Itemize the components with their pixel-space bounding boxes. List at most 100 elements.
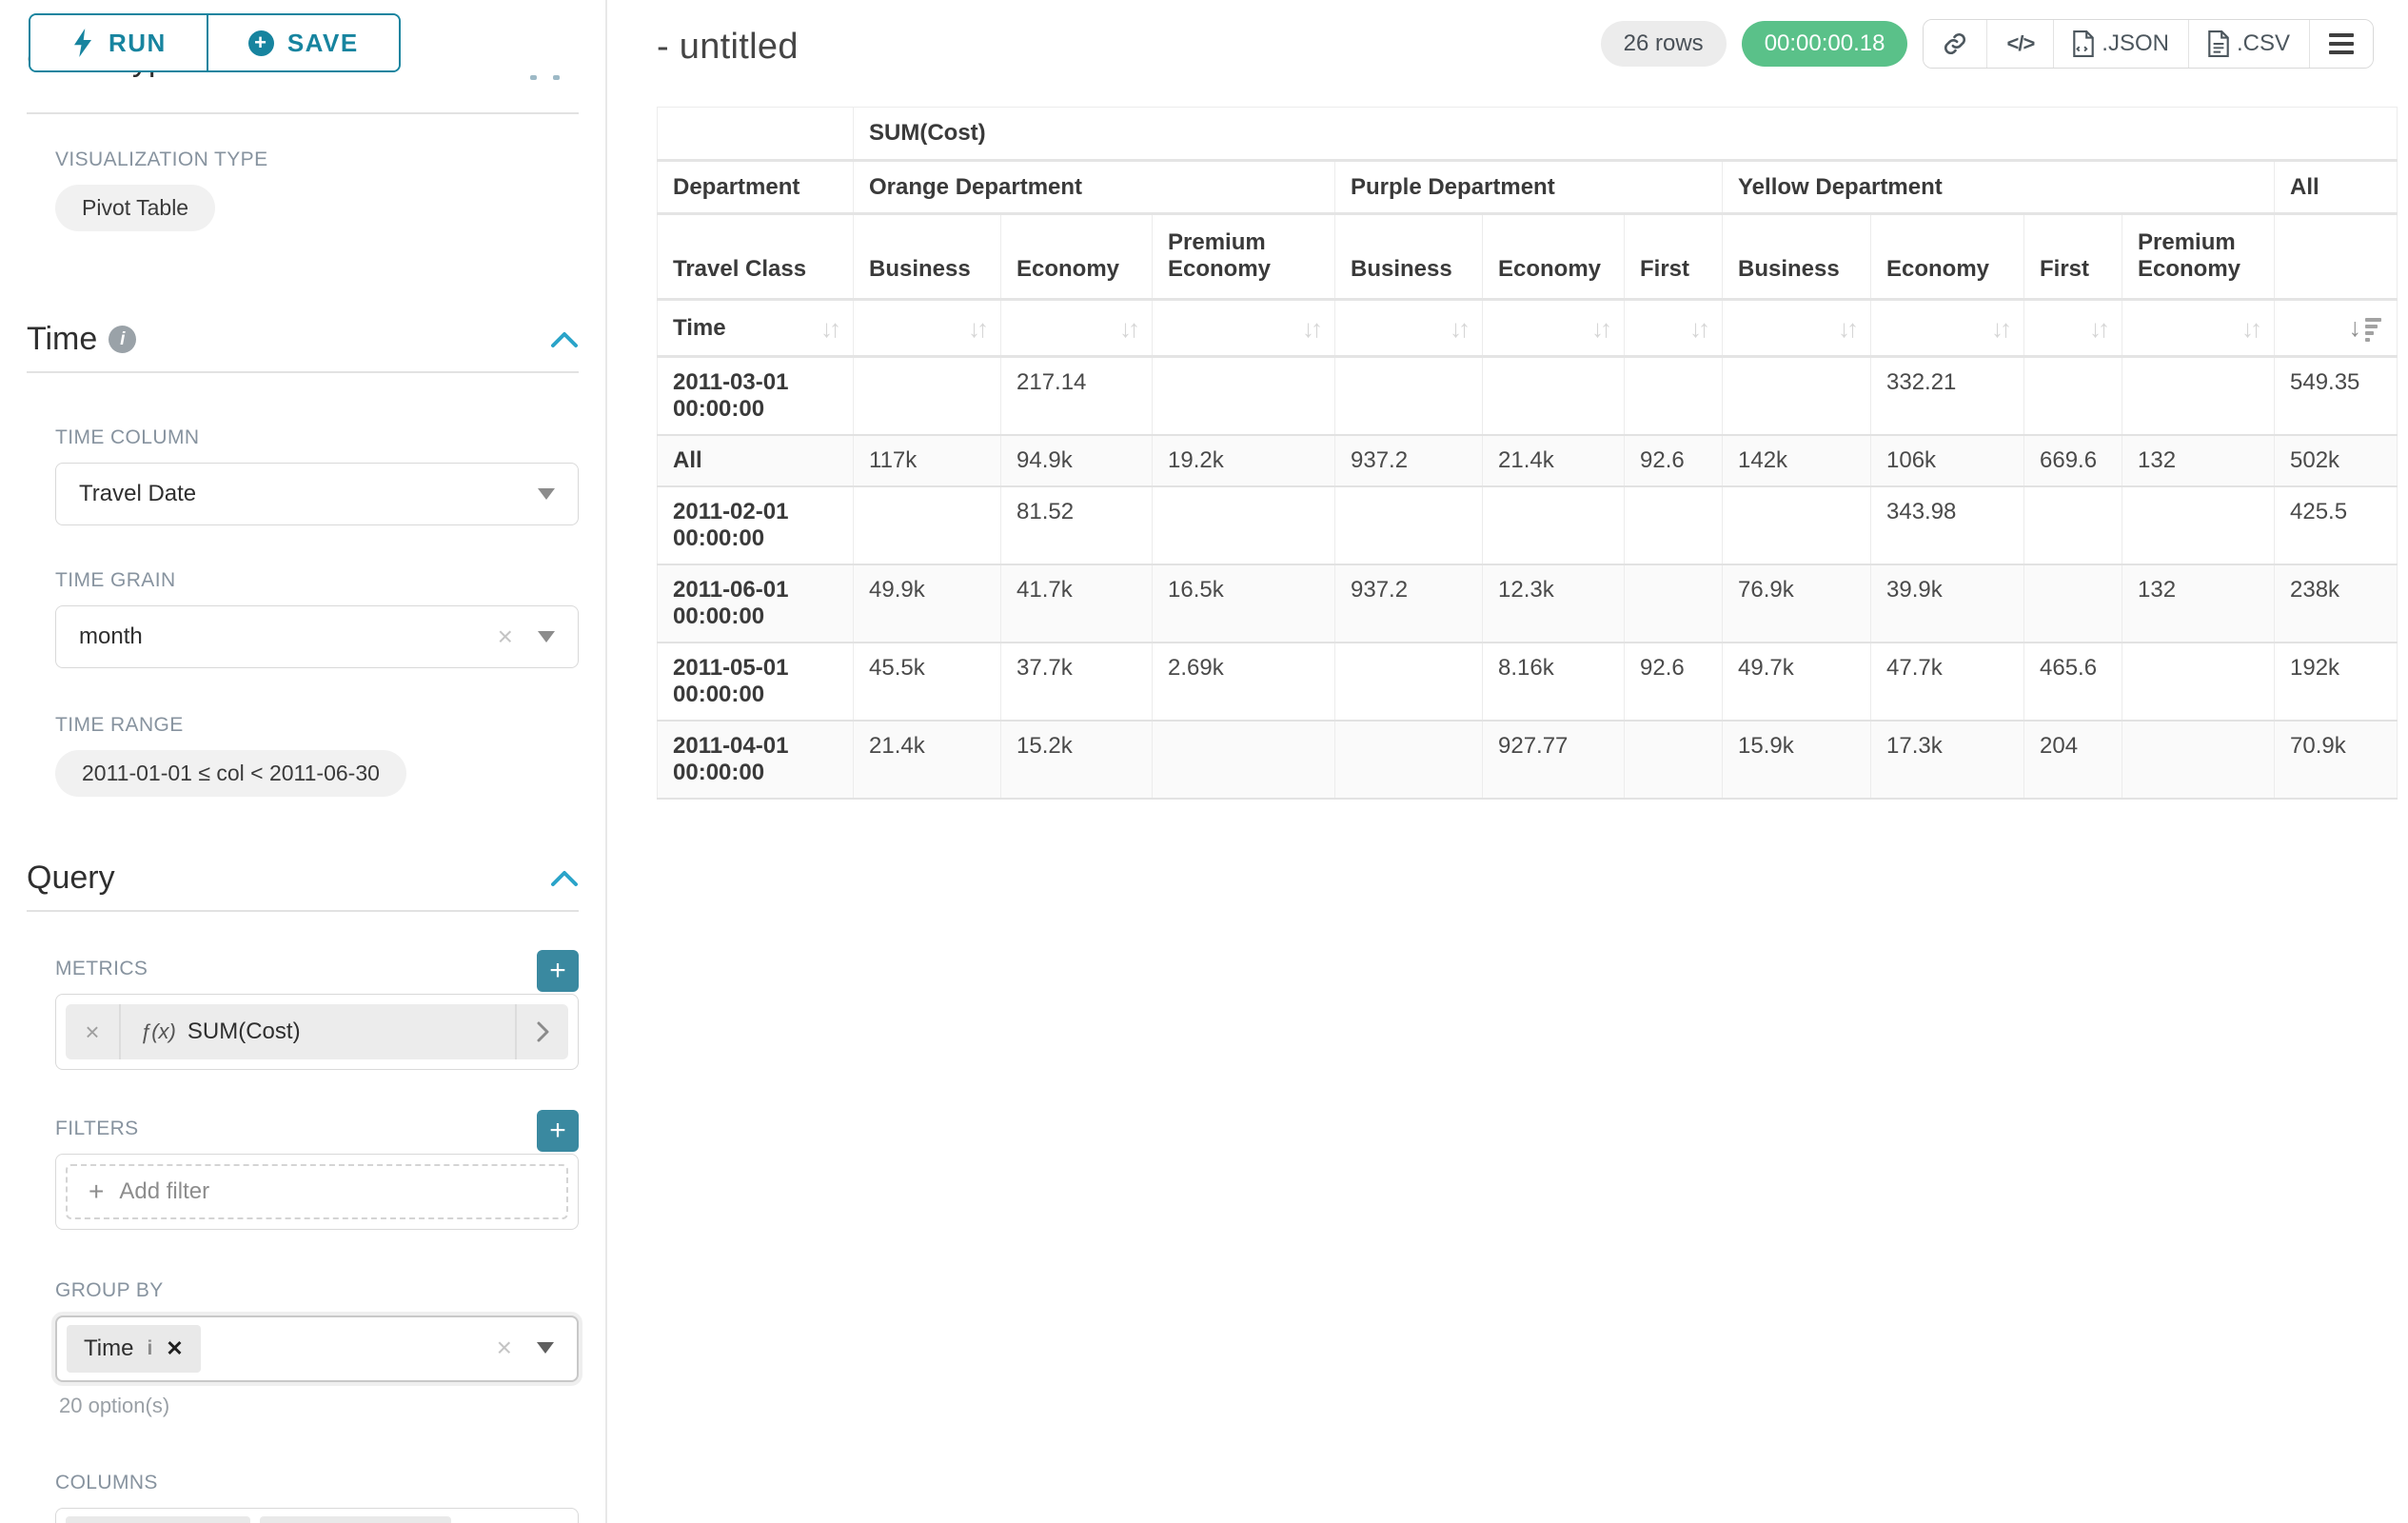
sort-desc-icon[interactable]: ↓ (2349, 315, 2382, 342)
travel-class-header: First (1625, 214, 1723, 300)
add-filter-dropzone[interactable]: + Add filter (66, 1164, 568, 1219)
value-cell (1153, 486, 1335, 564)
sort-icon[interactable]: ↓↑ (1838, 316, 1855, 341)
time-column-select[interactable]: Travel Date (55, 463, 579, 525)
sortable-column-header[interactable]: ↓↑ (1625, 300, 1723, 357)
value-cell: 92.6 (1625, 435, 1723, 486)
value-cell (854, 486, 1001, 564)
remove-tag-icon[interactable]: ✕ (166, 1336, 183, 1361)
hamburger-icon (2329, 33, 2354, 54)
sort-icon[interactable]: ↓↑ (1991, 316, 2008, 341)
sortable-column-header[interactable]: ↓↑ (1723, 300, 1871, 357)
value-cell (1625, 486, 1723, 564)
sortable-column-header[interactable]: ↓↑ (2024, 300, 2122, 357)
json-file-icon (2073, 30, 2094, 57)
share-link-button[interactable] (1924, 20, 1986, 68)
remove-metric-icon[interactable]: × (66, 1004, 121, 1059)
lightning-icon (70, 29, 95, 57)
run-button[interactable]: RUN (30, 15, 207, 70)
row-header: 2011-05-01 00:00:00 (658, 643, 854, 721)
value-cell: 16.5k (1153, 564, 1335, 643)
sortable-column-header[interactable]: ↓↑ (2122, 300, 2275, 357)
sort-icon[interactable]: ↓↑ (2089, 316, 2106, 341)
export-csv-button[interactable]: .CSV (2188, 20, 2309, 68)
value-cell: 142k (1723, 435, 1871, 486)
time-grain-label: TIME GRAIN (55, 569, 579, 592)
expand-metric-icon[interactable] (515, 1004, 568, 1059)
clear-icon[interactable]: × (498, 623, 513, 650)
group-by-select[interactable]: Timei✕ × (55, 1315, 579, 1382)
visualization-type-label: VISUALIZATION TYPE (55, 148, 579, 171)
field-tag[interactable]: Travel Class✕ (260, 1516, 451, 1523)
filters-label: FILTERS (55, 1118, 139, 1140)
sort-icon[interactable]: ↓↑ (820, 316, 838, 341)
travel-class-header: First (2024, 214, 2122, 300)
value-cell (1723, 486, 1871, 564)
sortable-column-header[interactable]: ↓ (2275, 300, 2398, 357)
view-query-button[interactable]: </> (1986, 20, 2053, 68)
field-tag[interactable]: Department✕ (66, 1516, 250, 1523)
sort-icon[interactable]: ↓↑ (1450, 316, 1467, 341)
value-cell (2024, 357, 2122, 436)
metrics-label: METRICS (55, 958, 148, 980)
clear-icon[interactable]: × (497, 1335, 512, 1361)
sort-icon[interactable]: ↓↑ (1302, 316, 1319, 341)
field-tag[interactable]: Timei✕ (67, 1325, 201, 1373)
travel-class-header: Economy (1871, 214, 2024, 300)
value-cell: 19.2k (1153, 435, 1335, 486)
value-cell: 2.69k (1153, 643, 1335, 721)
value-cell: 549.35 (2275, 357, 2398, 436)
table-row: 2011-06-01 00:00:0049.9k41.7k16.5k937.21… (658, 564, 2398, 643)
value-cell: 37.7k (1001, 643, 1153, 721)
value-cell: 17.3k (1871, 721, 2024, 799)
sort-icon[interactable]: ↓↑ (1689, 316, 1707, 341)
chart-title[interactable]: - untitled (657, 19, 799, 68)
export-json-button[interactable]: .JSON (2053, 20, 2188, 68)
value-cell: 132 (2122, 564, 2275, 643)
sort-icon[interactable]: ↓↑ (1119, 316, 1136, 341)
travel-class-header: Premium Economy (2122, 214, 2275, 300)
save-button[interactable]: + SAVE (207, 15, 399, 70)
sort-icon[interactable]: ↓↑ (968, 316, 985, 341)
value-cell: 425.5 (2275, 486, 2398, 564)
filters-holder: + Add filter (55, 1154, 579, 1230)
query-section-header: Query (27, 860, 579, 897)
value-cell: 49.7k (1723, 643, 1871, 721)
sortable-column-header[interactable]: ↓↑ (1153, 300, 1335, 357)
time-section-header: Time i (27, 321, 579, 358)
value-cell: 204 (2024, 721, 2122, 799)
add-filter-button[interactable]: + (537, 1110, 579, 1152)
control-panel-sidebar: Chart Type RUN + SAVE VISUALIZATION TYPE… (0, 0, 607, 1523)
sortable-column-header[interactable]: ↓↑ (1001, 300, 1153, 357)
department-group-header: All (2275, 161, 2398, 214)
time-grain-select[interactable]: month × (55, 605, 579, 668)
value-cell (1335, 357, 1483, 436)
time-range-label: TIME RANGE (55, 714, 579, 737)
sortable-column-header[interactable]: ↓↑ (1335, 300, 1483, 357)
info-icon[interactable]: i (109, 326, 136, 353)
sort-icon[interactable]: ↓↑ (1591, 316, 1609, 341)
collapse-chevron-icon[interactable] (550, 870, 579, 887)
value-cell (1723, 357, 1871, 436)
sortable-column-header[interactable]: ↓↑ (1483, 300, 1625, 357)
sortable-column-header[interactable]: ↓↑ (854, 300, 1001, 357)
time-range-pill[interactable]: 2011-01-01 ≤ col < 2011-06-30 (55, 750, 406, 797)
viz-type-pill[interactable]: Pivot Table (55, 185, 215, 231)
row-dimension-label: Travel Class (658, 214, 854, 300)
value-cell (854, 357, 1001, 436)
columns-select[interactable]: Department✕Travel Class✕ × (55, 1508, 579, 1523)
collapse-chevron-icon[interactable] (550, 331, 579, 348)
time-sort-header[interactable]: Time↓↑ (658, 300, 854, 357)
value-cell: 49.9k (854, 564, 1001, 643)
group-by-options-hint: 20 option(s) (59, 1394, 579, 1418)
group-by-label: GROUP BY (55, 1279, 579, 1302)
sortable-column-header[interactable]: ↓↑ (1871, 300, 2024, 357)
value-cell (2122, 721, 2275, 799)
value-cell: 106k (1871, 435, 2024, 486)
sort-icon[interactable]: ↓↑ (2241, 316, 2259, 341)
value-cell: 465.6 (2024, 643, 2122, 721)
value-cell: 117k (854, 435, 1001, 486)
add-metric-button[interactable]: + (537, 950, 579, 992)
metric-pill[interactable]: × ƒ(x) SUM(Cost) (66, 1004, 568, 1059)
menu-button[interactable] (2309, 20, 2373, 68)
